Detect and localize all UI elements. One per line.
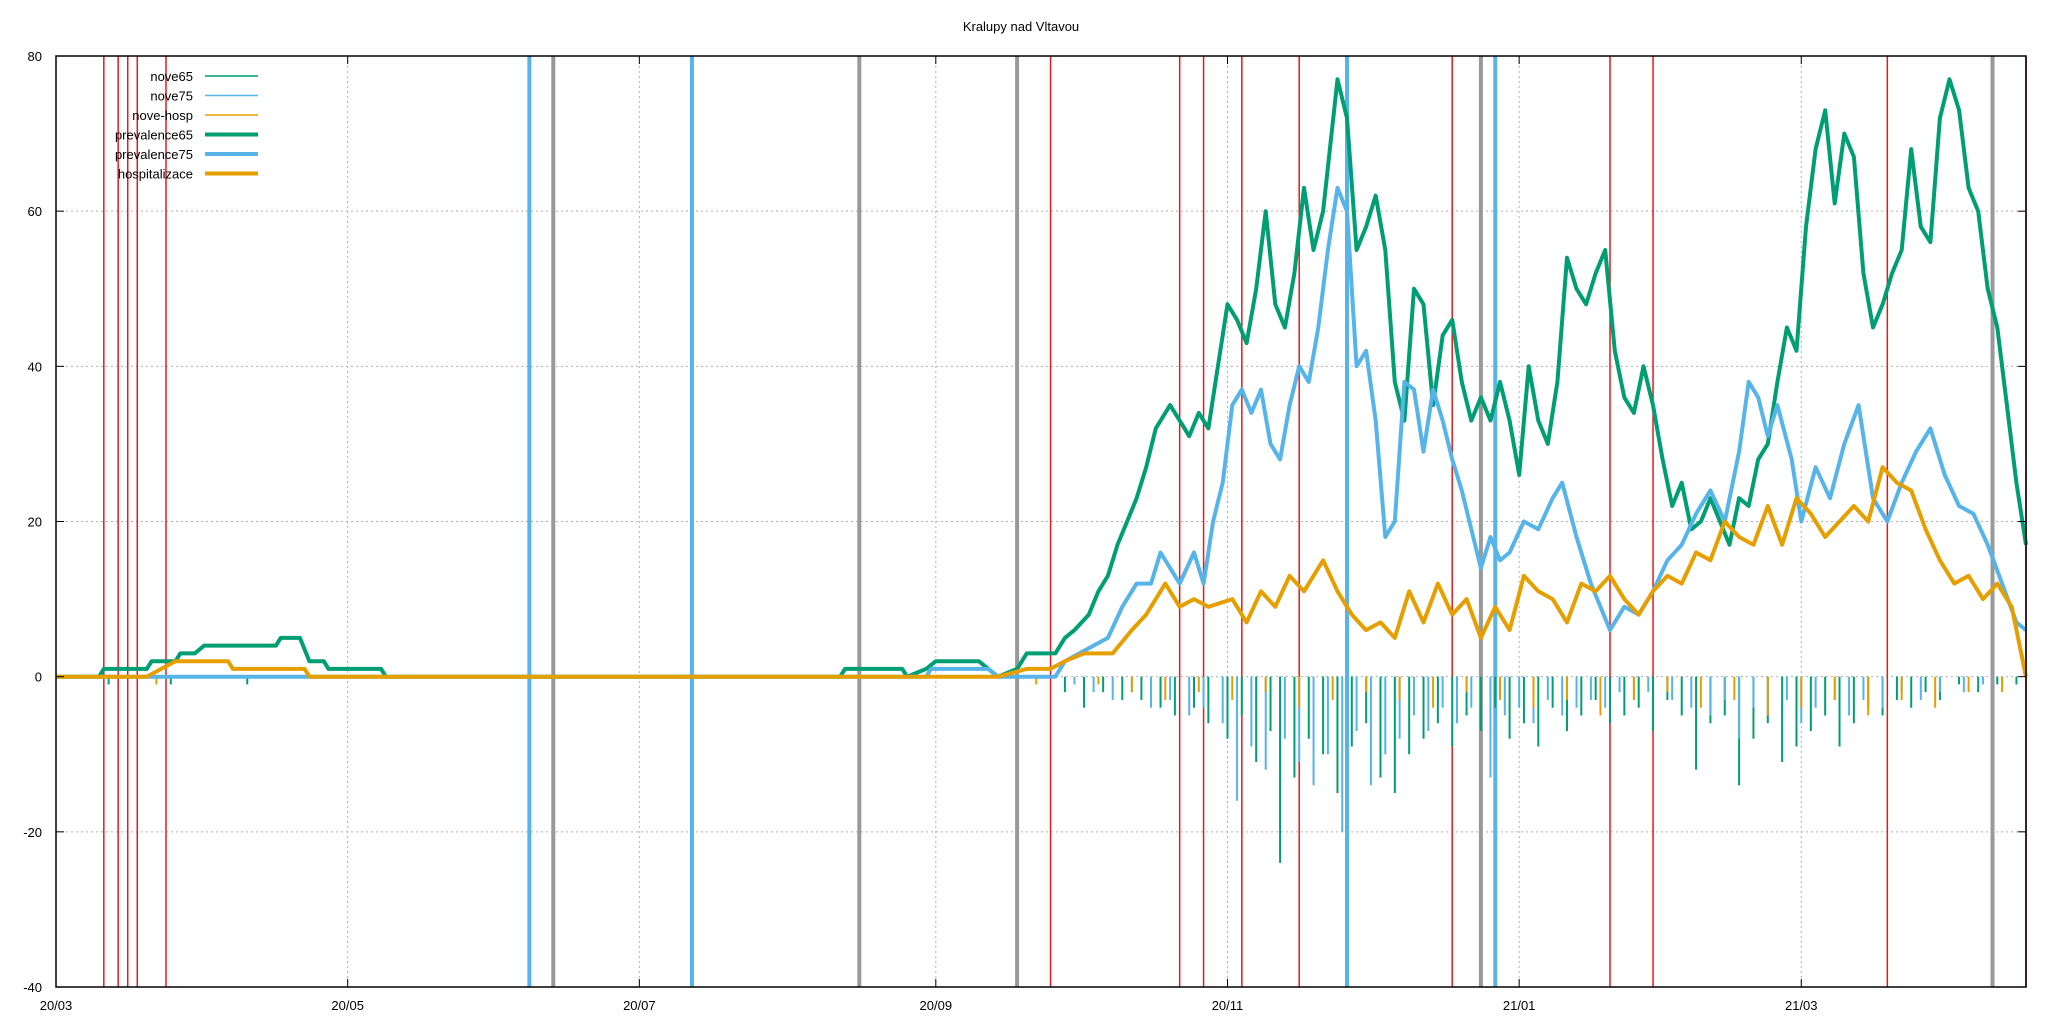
y-tick-label: 20	[28, 515, 42, 530]
y-tick-label: 80	[28, 49, 42, 64]
legend: nove65 nove75 nove-hosp prevalence65 prevale…	[115, 69, 258, 182]
x-tick-label: 20/11	[1212, 998, 1244, 1013]
x-tick-label: 20/05	[331, 998, 364, 1013]
x-tick-label: 20/03	[40, 998, 73, 1013]
legend-label: nove-hosp	[132, 108, 193, 123]
x-tick-label: 20/07	[623, 998, 656, 1013]
y-tick-label: 60	[28, 204, 42, 219]
series-line-prevalence75	[56, 185, 2028, 679]
y-tick-label: 40	[28, 359, 42, 374]
legend-label: nove65	[150, 69, 193, 84]
legend-label: prevalence75	[115, 147, 193, 162]
chart-title: Kralupy nad Vltavou	[963, 19, 1079, 34]
axes: -40 -20 0 20 40 60 80 20/03 20/05 20/07 20/09 20/11…	[23, 49, 2027, 1013]
y-tick-label: -20	[23, 825, 42, 840]
series-lines	[56, 77, 2028, 679]
y-tick-label: -40	[23, 980, 42, 995]
series-line-prevalence65	[56, 77, 2028, 679]
event-lines	[103, 56, 2027, 987]
x-tick-label: 21/01	[1503, 998, 1536, 1013]
series-line-hospitalizace	[56, 465, 2028, 679]
legend-label: hospitalizace	[118, 167, 193, 182]
legend-label: prevalence65	[115, 128, 193, 143]
legend-label: nove75	[150, 89, 193, 104]
y-tick-label: 0	[35, 670, 42, 685]
daily-bars	[107, 676, 2018, 863]
x-tick-label: 21/03	[1785, 998, 1818, 1013]
x-tick-label: 20/09	[920, 998, 953, 1013]
